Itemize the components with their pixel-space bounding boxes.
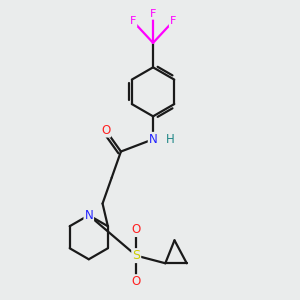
Text: F: F: [150, 9, 156, 19]
Text: H: H: [166, 133, 174, 146]
Text: F: F: [170, 16, 176, 26]
Text: O: O: [132, 275, 141, 288]
Text: S: S: [132, 249, 140, 262]
Text: O: O: [132, 223, 141, 236]
Text: N: N: [84, 209, 93, 222]
Text: F: F: [130, 16, 136, 26]
Text: N: N: [149, 133, 158, 146]
Text: O: O: [101, 124, 110, 136]
